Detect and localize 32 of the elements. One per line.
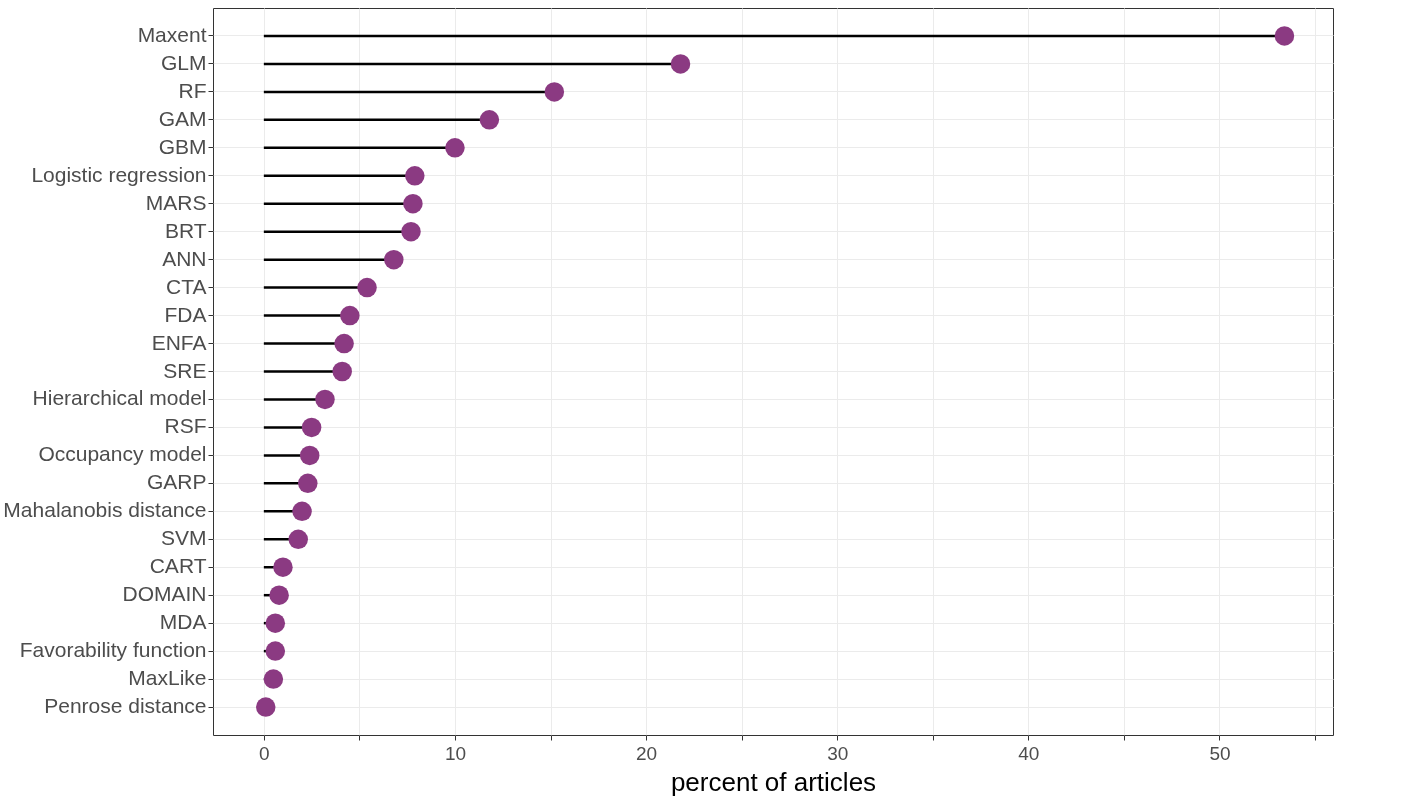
y-tick-label: Logistic regression [31,162,207,186]
x-tick-label: 10 [444,742,467,764]
y-tick-label: Maxent [137,22,207,46]
y-tick-label: Mahalanobis distance [3,498,207,522]
y-tick-label: FDA [164,302,207,326]
y-tick-label: GLM [160,50,207,74]
y-tick-label: SRE [163,358,207,382]
y-tick-label: DOMAIN [122,582,207,606]
y-tick-label: GBM [158,134,207,158]
y-tick-label: SVM [160,526,207,550]
y-tick-label: MARS [145,190,207,214]
x-tick-label: 0 [259,742,270,764]
x-tick-label: 20 [636,742,658,764]
y-tick-label: MDA [159,610,207,634]
y-tick-label: GAM [158,106,207,130]
y-tick-label: RSF [164,414,207,438]
x-axis-title: percent of articles [670,766,877,797]
x-tick-label: 40 [1018,742,1040,764]
y-tick-label: ENFA [151,330,207,354]
y-tick-label: CTA [166,274,207,298]
y-tick-label: Favorability function [19,638,207,662]
y-tick-label: ANN [162,246,207,270]
y-tick-label: Occupancy model [38,442,207,466]
y-tick-label: CART [149,554,207,578]
x-tick-label: 30 [827,742,849,764]
y-tick-label: MaxLike [128,666,207,690]
y-tick-label: Penrose distance [44,694,207,718]
y-tick-label: Hierarchical model [32,386,207,410]
y-tick-label: GARP [146,470,207,494]
x-tick-label: 50 [1209,742,1231,764]
y-tick-label: RF [178,78,207,102]
y-tick-label: BRT [164,218,207,242]
